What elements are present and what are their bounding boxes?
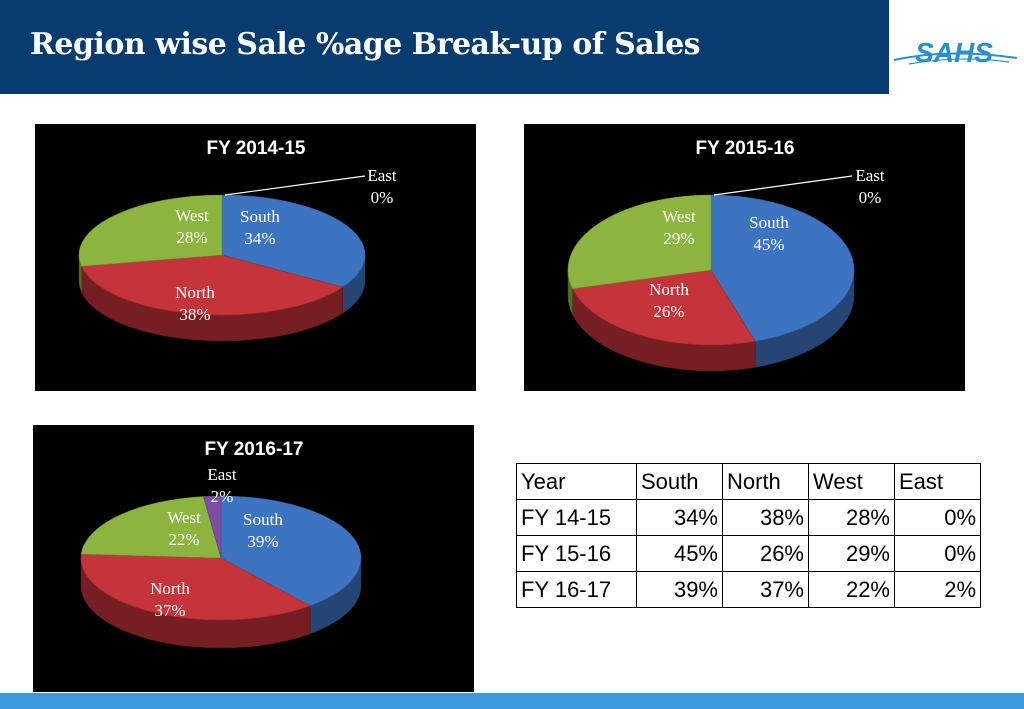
table-cell: 0% — [894, 499, 981, 536]
table-cell: 34% — [636, 499, 723, 536]
slice-label: East — [855, 166, 885, 185]
pie-slice-south — [221, 194, 366, 288]
pie-chart-fy2016-17: FY 2016-17 South 39% North 37% West 22% East 2% — [33, 425, 474, 692]
slice-value-label: 2% — [211, 487, 234, 506]
table-cell: 22% — [808, 571, 895, 608]
east-leader-line — [713, 175, 853, 196]
slice-value-label: 45% — [753, 235, 784, 254]
slice-value-label: 38% — [179, 305, 210, 324]
table-cell: 26% — [722, 535, 809, 572]
sales-breakup-table: Year South North West East FY 14-15 34% … — [516, 463, 981, 608]
page-title: Region wise Sale %age Break-up of Sales — [30, 27, 701, 62]
slice-value-label: 34% — [244, 229, 275, 248]
table-cell: FY 16-17 — [516, 571, 637, 608]
slice-value-label: 22% — [168, 530, 199, 549]
slice-value-label: 29% — [663, 229, 694, 248]
slice-label: East — [207, 465, 237, 484]
table-header-row: Year South North West East — [516, 463, 981, 500]
slice-label: North — [150, 579, 190, 598]
pie-slice-east — [203, 495, 222, 559]
table-cell: 29% — [808, 535, 895, 572]
table-row: FY 16-17 39% 37% 22% 2% — [516, 571, 981, 608]
company-logo: SAHS — [889, 0, 1024, 94]
pie-chart-svg: FY 2015-16 South 45% North 26% West 29% East 0% — [567, 138, 885, 372]
slice-value-label: 28% — [176, 228, 207, 247]
slice-label: South — [749, 213, 789, 232]
pie-slice-north — [572, 269, 756, 346]
table-cell: 2% — [894, 571, 981, 608]
slice-label: South — [243, 510, 283, 529]
slice-label: West — [662, 207, 696, 226]
column-header: Year — [516, 463, 637, 500]
table-cell: 28% — [808, 499, 895, 536]
table-cell: 37% — [722, 571, 809, 608]
pie-chart-svg: FY 2016-17 South 39% North 37% West 22% East 2% — [80, 439, 362, 649]
slice-value-label: 26% — [653, 302, 684, 321]
slice-value-label: 37% — [154, 601, 185, 620]
slice-label: North — [649, 280, 689, 299]
table-cell: FY 14-15 — [516, 499, 637, 536]
table-row: FY 14-15 34% 38% 28% 0% — [516, 499, 981, 536]
pie-slice-west — [78, 194, 223, 267]
footer-bar — [0, 693, 1024, 709]
column-header: East — [894, 463, 981, 500]
table-cell: 0% — [894, 535, 981, 572]
table-cell: 38% — [722, 499, 809, 536]
slice-label: North — [175, 283, 215, 302]
pie-slice-south — [220, 495, 362, 607]
pie-slice-west — [80, 496, 222, 559]
table-cell: 39% — [636, 571, 723, 608]
slice-label: West — [175, 206, 209, 225]
pie-slice-west — [567, 194, 712, 289]
slice-label: West — [167, 508, 201, 527]
column-header: North — [722, 463, 809, 500]
header-bar: Region wise Sale %age Break-up of Sales — [0, 0, 889, 94]
table-row: FY 15-16 45% 26% 29% 0% — [516, 535, 981, 572]
chart-title: FY 2015-16 — [696, 138, 795, 159]
chart-title: FY 2014-15 — [207, 138, 306, 159]
slice-label: South — [240, 207, 280, 226]
pie-chart-svg: FY 2014-15 South 34% North 38% West 28% East 0% — [78, 138, 397, 342]
column-header: West — [808, 463, 895, 500]
table-cell: FY 15-16 — [516, 535, 637, 572]
east-leader-line — [224, 175, 366, 196]
pie-chart-fy2015-16: FY 2015-16 South 45% North 26% West 29% East 0% — [524, 124, 965, 391]
column-header: South — [636, 463, 723, 500]
slice-value-label: 0% — [371, 188, 394, 207]
slice-value-label: 39% — [247, 532, 278, 551]
slice-label: East — [367, 166, 397, 185]
slice-value-label: 0% — [859, 188, 882, 207]
pie-chart-fy2014-15: FY 2014-15 South 34% North 38% West 28% East 0% — [35, 124, 476, 391]
pie-slice-north — [80, 553, 311, 621]
chart-title: FY 2016-17 — [205, 439, 304, 460]
pie-slice-south — [710, 194, 855, 342]
table-cell: 45% — [636, 535, 723, 572]
pie-slice-north — [81, 254, 344, 316]
